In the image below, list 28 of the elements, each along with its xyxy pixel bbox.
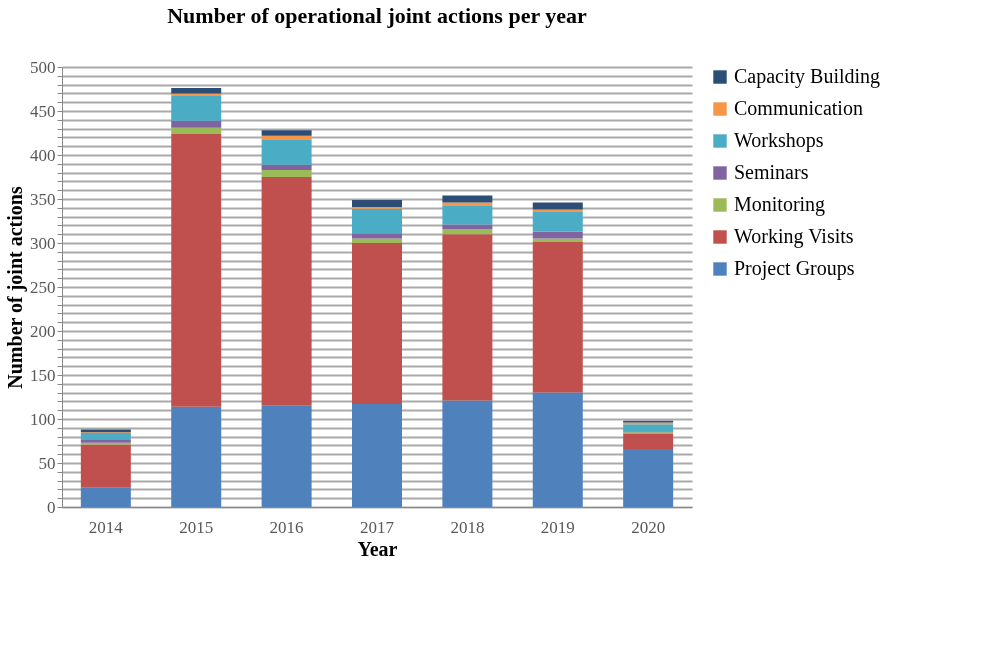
legend-label: Capacity Building (734, 65, 881, 88)
y-tick-label: 350 (30, 189, 56, 209)
legend-label: Workshops (734, 129, 824, 152)
chart-title: Number of operational joint actions per year (167, 3, 588, 28)
legend-label: Communication (734, 97, 863, 119)
x-tick-label: 2017 (360, 517, 395, 537)
y-tick-label: 150 (30, 365, 56, 385)
y-tick-label: 400 (30, 145, 56, 165)
x-tick-label: 2019 (540, 517, 575, 537)
y-tick-label: 100 (30, 409, 56, 429)
legend-label: Project Groups (734, 257, 855, 280)
y-tick-label: 200 (30, 321, 56, 341)
legend-label: Monitoring (734, 193, 826, 216)
y-tick-label: 250 (30, 277, 56, 297)
y-tick-label: 500 (30, 57, 56, 77)
y-tick-label: 0 (47, 497, 56, 517)
x-tick-label: 2014 (88, 517, 124, 537)
x-tick-label: 2020 (631, 517, 666, 537)
legend-label: Seminars (734, 161, 809, 183)
y-axis-title: Number of joint actions (4, 186, 27, 389)
x-tick-label: 2018 (450, 517, 485, 537)
y-tick-label: 50 (38, 453, 56, 473)
y-tick-label: 300 (30, 233, 56, 253)
x-tick-label: 2016 (269, 517, 304, 537)
y-tick-label: 450 (30, 101, 56, 121)
x-axis-title: Year (357, 537, 398, 560)
x-tick-label: 2015 (179, 517, 214, 537)
legend-label: Working Visits (734, 225, 854, 248)
